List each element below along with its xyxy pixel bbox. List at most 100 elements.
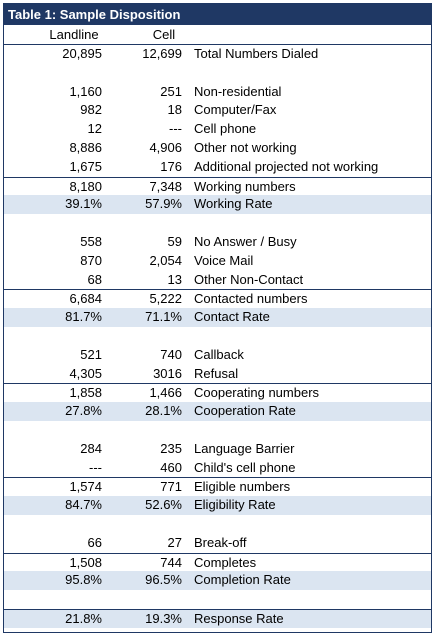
- column-header-landline: Landline: [49, 27, 99, 42]
- cell-cell: 251: [160, 83, 182, 99]
- landline-cell: 8,886: [69, 139, 102, 155]
- landline-cell: 1,858: [69, 385, 102, 401]
- column-header-cell: Cell: [152, 27, 176, 42]
- landline-cell: ---: [89, 459, 102, 475]
- row-label: Non-residential: [194, 83, 282, 99]
- cell-cell: 71.1%: [145, 309, 182, 325]
- landline-cell: 68: [87, 271, 102, 287]
- row-label: Other not working: [194, 139, 297, 155]
- cell-cell: 744: [160, 554, 182, 570]
- landline-cell: 982: [80, 102, 102, 118]
- landline-cell: 4,305: [69, 365, 102, 381]
- table-row: 84.7% 52.6% Eligibility Rate: [4, 496, 431, 515]
- cell-cell: 28.1%: [145, 403, 182, 419]
- landline-cell: 870: [80, 252, 102, 268]
- table-row: 521 740 Callback: [4, 346, 431, 365]
- table-row: [4, 421, 431, 440]
- table-row: 558 59 No Answer / Busy: [4, 233, 431, 252]
- landline-cell: 6,684: [69, 291, 102, 307]
- row-label: Total Numbers Dialed: [194, 46, 319, 61]
- cell-cell: 7,348: [149, 178, 182, 194]
- row-label: Language Barrier: [194, 440, 295, 456]
- landline-cell: 84.7%: [65, 497, 102, 513]
- cell-cell: 59: [167, 233, 182, 249]
- row-label: Eligible numbers: [194, 479, 291, 495]
- landline-cell: 20,895: [62, 46, 102, 61]
- cell-cell: 13: [167, 271, 182, 287]
- row-label: Contact Rate: [194, 309, 270, 325]
- table-row: [4, 515, 431, 534]
- cell-cell: 460: [160, 459, 182, 475]
- table-row: [4, 214, 431, 233]
- landline-cell: 39.1%: [65, 196, 102, 212]
- cell-cell: 4,906: [149, 139, 182, 155]
- cell-cell: 18: [167, 102, 182, 118]
- cell-cell: ---: [169, 121, 182, 137]
- cell-cell: 2,054: [149, 252, 182, 268]
- landline-cell: 1,675: [69, 158, 102, 174]
- row-label: Refusal: [194, 365, 239, 381]
- row-label: Additional projected not working: [194, 158, 379, 174]
- table-title: Table 1: Sample Disposition: [4, 4, 431, 25]
- table-row: 1,508 744 Completes: [4, 552, 431, 572]
- table-row: 21.8% 19.3% Response Rate: [4, 608, 431, 628]
- row-label: Child's cell phone: [194, 459, 296, 475]
- landline-cell: 1,508: [69, 554, 102, 570]
- cell-cell: 19.3%: [145, 610, 182, 626]
- cell-cell: 235: [160, 440, 182, 456]
- row-label: Eligibility Rate: [194, 497, 276, 513]
- landline-cell: 66: [87, 534, 102, 550]
- table-row: 8,886 4,906 Other not working: [4, 139, 431, 158]
- table-row: [4, 327, 431, 346]
- row-label: Cooperating numbers: [194, 385, 320, 401]
- table-row: [4, 590, 431, 609]
- cell-cell: 57.9%: [145, 196, 182, 212]
- landline-cell: 8,180: [69, 178, 102, 194]
- row-label: No Answer / Busy: [194, 233, 297, 249]
- table-row: 12 --- Cell phone: [4, 120, 431, 139]
- table-row: 6,684 5,222 Contacted numbers: [4, 289, 431, 308]
- cell-cell: 771: [160, 479, 182, 495]
- table-row: 1,160 251 Non-residential: [4, 83, 431, 102]
- landline-cell: 21.8%: [65, 610, 102, 626]
- table-row: 4,305 3016 Refusal: [4, 365, 431, 384]
- cell-cell: 176: [160, 158, 182, 174]
- table-row: 870 2,054 Voice Mail: [4, 252, 431, 271]
- table-row: 95.8% 96.5% Completion Rate: [4, 571, 431, 591]
- landline-cell: 284: [80, 440, 102, 456]
- row-label: Cell phone: [194, 121, 257, 137]
- cell-cell: 52.6%: [145, 497, 182, 513]
- row-label: Computer/Fax: [194, 102, 277, 118]
- landline-cell: 27.8%: [65, 403, 102, 419]
- cell-cell: 27: [167, 534, 182, 550]
- row-label: Completion Rate: [194, 572, 291, 588]
- table-row: 20,895 12,699 Total Numbers Dialed: [4, 45, 431, 64]
- cell-cell: 740: [160, 346, 182, 362]
- table-body: 20,895 12,699 Total Numbers Dialed 1,160 251…: [4, 45, 431, 628]
- row-label: Voice Mail: [194, 252, 254, 268]
- row-label: Working numbers: [194, 178, 296, 194]
- cell-cell: 1,466: [149, 385, 182, 401]
- row-label: Break-off: [194, 534, 247, 550]
- table-row: 1,675 176 Additional projected not working: [4, 158, 431, 177]
- table-row: 66 27 Break-off: [4, 534, 431, 553]
- table-row: [4, 64, 431, 83]
- landline-cell: 95.8%: [65, 572, 102, 588]
- table-row: 39.1% 57.9% Working Rate: [4, 195, 431, 215]
- cell-cell: 12,699: [142, 46, 182, 61]
- disposition-table: Table 1: Sample Disposition Landline Cel…: [3, 3, 432, 633]
- table-row: 982 18 Computer/Fax: [4, 101, 431, 120]
- landline-cell: 558: [80, 233, 102, 249]
- table-row: 68 13 Other Non-Contact: [4, 271, 431, 290]
- cell-cell: 96.5%: [145, 572, 182, 588]
- row-label: Cooperation Rate: [194, 403, 296, 419]
- landline-cell: 1,574: [69, 479, 102, 495]
- landline-cell: 12: [87, 121, 102, 137]
- cell-cell: 3016: [153, 365, 182, 381]
- table-row: --- 460 Child's cell phone: [4, 459, 431, 478]
- table-row: 1,574 771 Eligible numbers: [4, 477, 431, 496]
- landline-cell: 81.7%: [65, 309, 102, 325]
- row-label: Working Rate: [194, 196, 273, 212]
- table-row: 284 235 Language Barrier: [4, 440, 431, 459]
- table-row: 27.8% 28.1% Cooperation Rate: [4, 402, 431, 421]
